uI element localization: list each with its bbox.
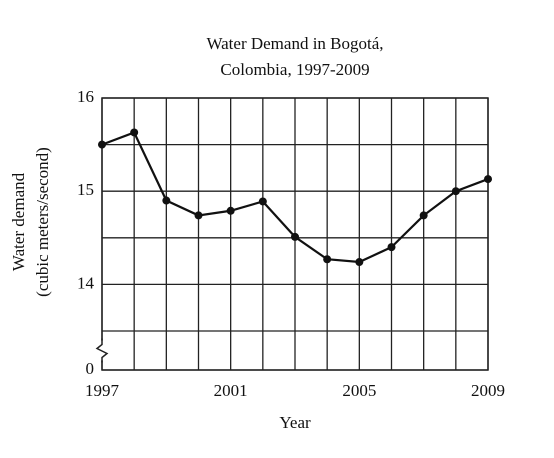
data-point [451,187,460,196]
data-point [387,243,396,252]
data-point [130,128,139,137]
y-axis-label: (cubic meters/second) [33,147,52,297]
x-tick-label: 1997 [85,381,120,400]
data-point [98,140,106,149]
y-tick-label: 15 [77,180,94,199]
data-point [194,211,203,220]
data-point [226,206,235,215]
x-tick-label: 2009 [471,381,505,400]
x-axis-label: Year [279,413,311,432]
data-point [258,197,267,206]
x-tick-label: 2001 [214,381,248,400]
data-point [162,196,171,205]
data-point [291,232,299,241]
data-point [484,175,492,184]
y-axis-label: Water demand [9,172,28,271]
x-tick-label: 2005 [342,381,376,400]
chart-title: Water Demand in Bogotá, [206,34,383,53]
chart-title: Colombia, 1997-2009 [220,60,369,79]
y-tick-label: 16 [77,87,94,106]
y-tick-label: 14 [77,273,95,292]
y-tick-label: 0 [86,359,95,378]
data-point [323,255,332,264]
data-point [355,258,364,267]
axis-break [95,338,109,363]
data-point [419,211,428,220]
